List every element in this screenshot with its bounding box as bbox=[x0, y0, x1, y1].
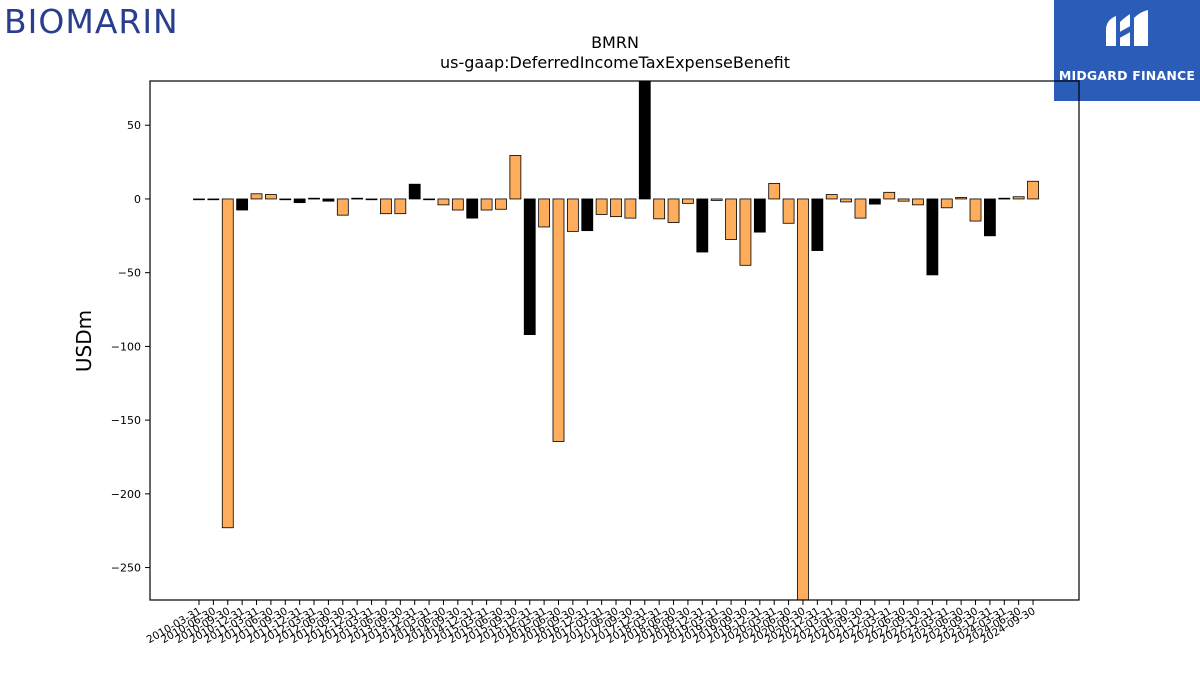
midgard-finance-logo: MIDGARD FINANCE bbox=[1054, 0, 1200, 101]
midgard-finance-wordmark: MIDGARD FINANCE bbox=[1058, 68, 1196, 83]
bar-2023-12-31 bbox=[984, 198, 996, 237]
y-tick-label: 0 bbox=[134, 193, 141, 206]
plot-frame bbox=[149, 80, 1080, 601]
bar-2022-03-31 bbox=[883, 191, 896, 200]
bar-2014-03-31 bbox=[423, 198, 435, 201]
bar-2015-09-30 bbox=[509, 155, 522, 200]
y-tick-label: −200 bbox=[111, 488, 141, 501]
bar-2016-12-31 bbox=[581, 198, 594, 232]
bar-2010-03-31 bbox=[193, 198, 205, 201]
bar-2011-09-30 bbox=[279, 198, 292, 201]
bar-2017-06-30 bbox=[610, 198, 622, 218]
bar-2015-03-31 bbox=[480, 198, 493, 211]
bar-2012-12-31 bbox=[351, 197, 364, 200]
chart-subtitle: us-gaap:DeferredIncomeTaxExpenseBenefit bbox=[440, 53, 790, 72]
bar-2010-06-30 bbox=[207, 198, 220, 201]
bar-series bbox=[193, 80, 1039, 601]
y-axis: 50 0 −50 −100 −150 −200 −250 bbox=[111, 119, 150, 575]
bar-2013-06-30 bbox=[380, 198, 392, 215]
bar-2019-12-31 bbox=[753, 198, 766, 233]
bar-2011-06-30 bbox=[264, 194, 277, 200]
bar-2015-12-31 bbox=[523, 198, 536, 335]
bar-2020-12-31 bbox=[811, 198, 824, 251]
bar-2017-03-31 bbox=[595, 198, 608, 215]
bar-2010-09-30 bbox=[221, 198, 234, 529]
bar-2019-06-30 bbox=[725, 198, 737, 240]
bar-2023-09-30 bbox=[969, 198, 982, 222]
bar-2019-09-30 bbox=[739, 198, 752, 266]
bar-2022-09-30 bbox=[912, 198, 924, 206]
bar-2021-06-30 bbox=[840, 198, 852, 203]
y-tick-label: −50 bbox=[118, 267, 141, 280]
midgard-emblem-icon bbox=[1106, 10, 1148, 46]
bar-2020-03-31 bbox=[768, 183, 781, 200]
bar-2018-06-30 bbox=[667, 198, 680, 223]
bar-2012-06-30 bbox=[322, 198, 335, 202]
bar-2016-09-30 bbox=[566, 198, 579, 232]
bar-2024-06-30 bbox=[1012, 196, 1025, 200]
bar-2024-03-31 bbox=[998, 197, 1011, 200]
bar-2022-06-30 bbox=[897, 198, 910, 202]
y-tick-label: −150 bbox=[111, 414, 141, 427]
bar-2024-09-30 bbox=[1027, 180, 1039, 200]
bar-2010-12-31 bbox=[236, 198, 249, 211]
bar-2013-09-30 bbox=[394, 198, 407, 215]
bar-2020-06-30 bbox=[782, 198, 795, 224]
bar-2013-03-31 bbox=[365, 198, 378, 201]
x-axis: 2010-03-312010-06-302010-09-302010-12-31… bbox=[145, 600, 1038, 646]
bar-2021-03-31 bbox=[825, 194, 838, 200]
y-tick-label: −250 bbox=[111, 562, 141, 575]
biomarin-logo: BIOMARIN bbox=[4, 2, 179, 41]
y-tick-label: −100 bbox=[111, 340, 141, 353]
bar-2012-03-31 bbox=[308, 197, 320, 200]
bar-2023-06-30 bbox=[955, 197, 968, 200]
bar-2017-09-30 bbox=[624, 198, 637, 219]
y-axis-label: USDm bbox=[72, 310, 96, 372]
bar-2016-03-31 bbox=[538, 198, 551, 228]
bar-2019-03-31 bbox=[710, 198, 723, 201]
bar-2018-09-30 bbox=[682, 198, 694, 204]
bar-2015-06-30 bbox=[495, 198, 507, 210]
bar-2011-12-31 bbox=[293, 198, 306, 204]
bar-2018-03-31 bbox=[653, 198, 666, 220]
bar-2011-03-31 bbox=[250, 193, 263, 200]
bar-2016-06-30 bbox=[552, 198, 565, 442]
bar-2014-06-30 bbox=[437, 198, 450, 206]
bar-2023-03-31 bbox=[940, 198, 953, 209]
bar-2018-12-31 bbox=[696, 198, 709, 253]
bar-2013-12-31 bbox=[408, 183, 421, 200]
chart-title: BMRN bbox=[591, 33, 639, 52]
bar-2021-12-31 bbox=[868, 198, 881, 205]
bar-2014-09-30 bbox=[451, 198, 464, 211]
bar-2012-09-30 bbox=[336, 198, 349, 216]
bar-2021-09-30 bbox=[854, 198, 867, 219]
bar-2022-12-31 bbox=[926, 198, 939, 276]
bar-2020-09-30 bbox=[797, 198, 809, 601]
bar-2017-12-31 bbox=[638, 80, 651, 200]
bar-2014-12-31 bbox=[466, 198, 479, 219]
y-tick-label: 50 bbox=[127, 119, 141, 132]
